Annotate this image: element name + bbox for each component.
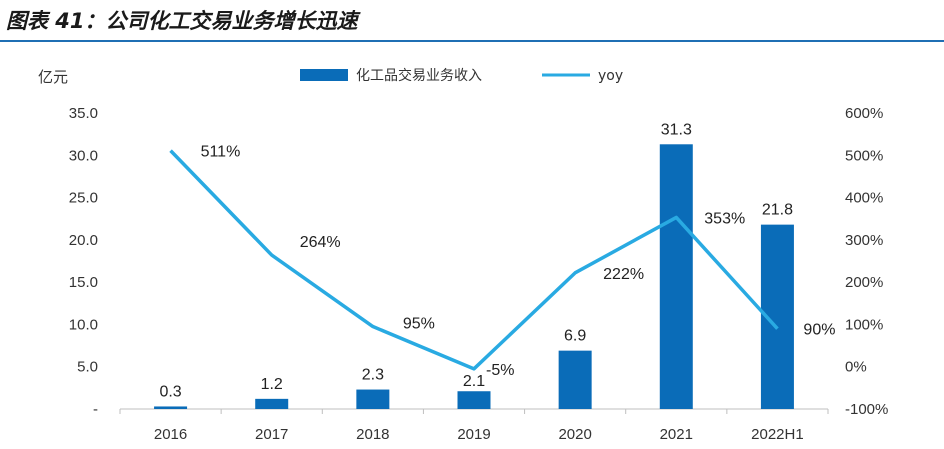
bar-2021	[659, 144, 693, 409]
x-tick-label: 2022H1	[751, 426, 804, 443]
yoy-label-2018: 95%	[403, 316, 435, 333]
y-tick-label: -	[93, 401, 98, 418]
y2-tick-label: 300%	[845, 232, 883, 249]
y2-tick-label: 200%	[845, 274, 883, 291]
bar-label-2021: 31.3	[661, 121, 692, 138]
y-axis-left: 35.0 30.0 25.0 20.0 15.0 10.0 5.0 -	[69, 105, 98, 418]
yoy-data-labels: 511% 264% 95% -5% 222% 353% 90%	[201, 144, 836, 379]
x-tick-label: 2020	[558, 426, 591, 443]
yoy-label-2022H1: 90%	[803, 322, 835, 339]
x-tick-label: 2019	[457, 426, 490, 443]
bar-2020	[558, 350, 592, 409]
bar-series	[154, 144, 794, 409]
yoy-label-2019: -5%	[486, 362, 514, 379]
y2-tick-label: 600%	[845, 105, 883, 122]
yoy-series	[169, 149, 779, 371]
bar-2016	[154, 406, 188, 409]
legend: 化工品交易业务收入 yoy	[300, 67, 623, 84]
x-axis: 2016 2017 2018 2019 2020 2021 2022H1	[154, 426, 804, 443]
y-tick-label: 25.0	[69, 190, 98, 207]
bar-label-2017: 1.2	[261, 376, 283, 393]
y-tick-label: 10.0	[69, 316, 98, 333]
bar-label-2022H1: 21.8	[762, 202, 793, 219]
legend-line-label: yoy	[598, 68, 623, 84]
bar-2019	[457, 391, 491, 409]
y2-tick-label: 0%	[845, 359, 867, 376]
yoy-label-2020: 222%	[603, 266, 644, 283]
yoy-label-2016: 511%	[201, 144, 241, 161]
y-tick-label: 15.0	[69, 274, 98, 291]
y-tick-label: 30.0	[69, 147, 98, 164]
bar-data-labels: 0.3 1.2 2.3 2.1 6.9 31.3 21.8	[159, 121, 793, 400]
y2-tick-label: 400%	[845, 190, 883, 207]
yoy-label-2017: 264%	[300, 234, 341, 251]
yoy-label-2021: 353%	[704, 210, 745, 227]
title-rule	[0, 40, 944, 42]
legend-bar-swatch	[300, 69, 348, 81]
y-axis-label: 亿元	[38, 69, 68, 86]
yoy-line	[169, 149, 779, 371]
bar-label-2020: 6.9	[564, 328, 586, 345]
x-axis-tickmarks	[119, 409, 829, 414]
y-tick-label: 20.0	[69, 232, 98, 249]
y2-tick-label: 500%	[845, 147, 883, 164]
x-tick-label: 2017	[255, 426, 288, 443]
bar-label-2018: 2.3	[362, 367, 384, 384]
x-tick-label: 2021	[660, 426, 693, 443]
y2-tick-label: 100%	[845, 316, 883, 333]
figure-title: 图表 41：公司化工交易业务增长迅速	[6, 9, 358, 33]
y-tick-label: 35.0	[69, 105, 98, 122]
x-tick-label: 2016	[154, 426, 187, 443]
bar-label-2019: 2.1	[463, 373, 485, 390]
bar-label-2016: 0.3	[159, 383, 181, 400]
bar-2018	[356, 389, 390, 409]
x-tick-label: 2018	[356, 426, 389, 443]
bar-2017	[255, 398, 289, 409]
y-axis-right: 600% 500% 400% 300% 200% 100% 0% -100%	[845, 105, 888, 418]
legend-bar-label: 化工品交易业务收入	[356, 67, 482, 84]
y2-tick-label: -100%	[845, 401, 888, 418]
y-tick-label: 5.0	[77, 359, 98, 376]
